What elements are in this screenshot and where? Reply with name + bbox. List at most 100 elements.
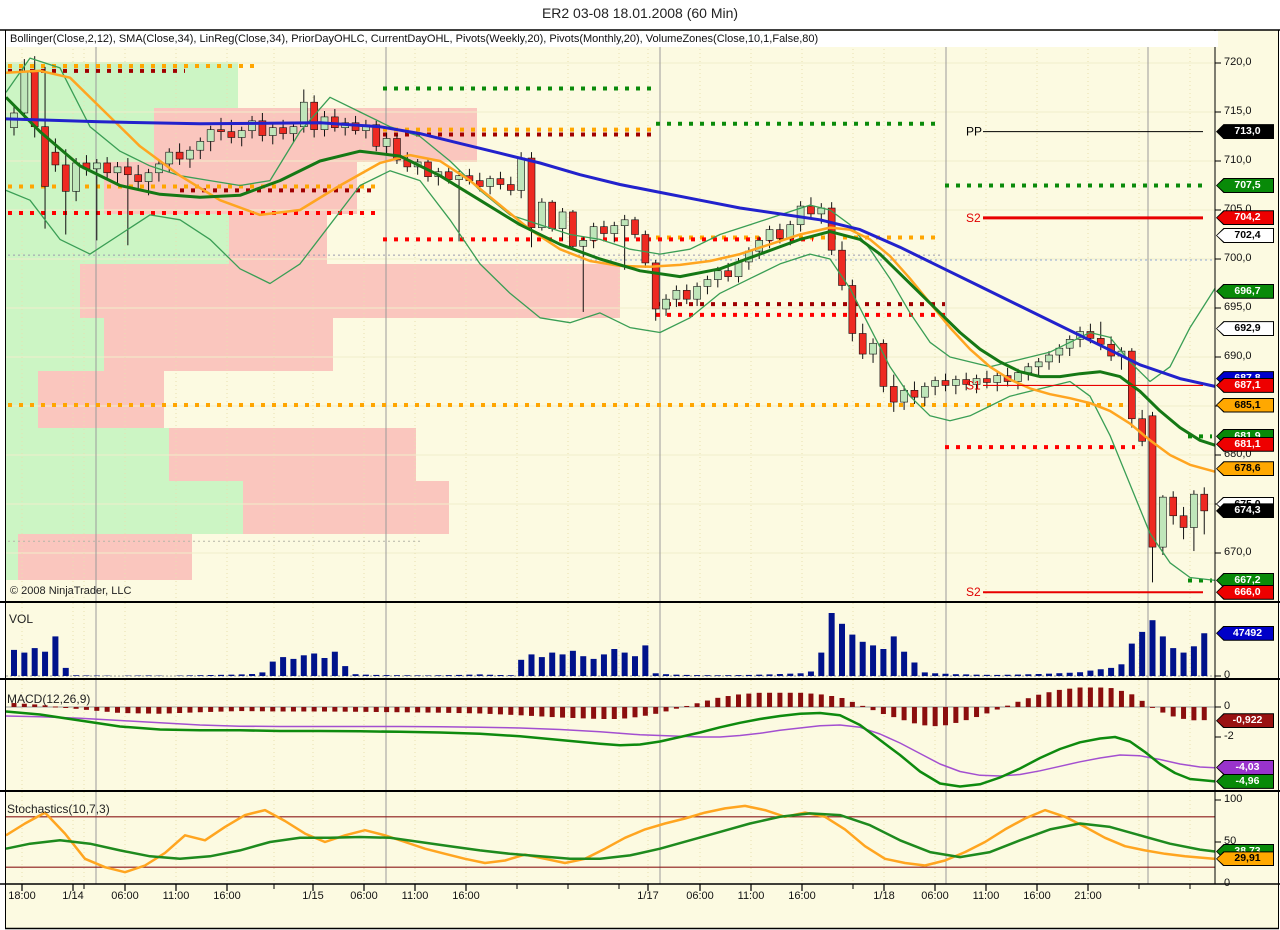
macd-histogram-bar [673, 707, 679, 709]
volume-bar [1108, 667, 1115, 676]
candle [279, 127, 287, 134]
volume-bar [528, 654, 535, 676]
volume-bar [1097, 669, 1104, 676]
volume-bar [414, 675, 421, 676]
volume-bar [704, 675, 711, 676]
time-axis-label: 16:00 [452, 890, 480, 902]
volume-bar [580, 656, 587, 676]
volume-bar [238, 674, 245, 676]
candle [589, 226, 598, 241]
macd-histogram-bar [228, 707, 234, 712]
volume-zone-bar [6, 534, 18, 580]
volume-bar [249, 674, 256, 676]
volume-bar [186, 675, 193, 676]
macd-histogram-bar [715, 697, 721, 707]
candle [1169, 496, 1177, 517]
candle [227, 131, 236, 138]
macd-histogram-bar [239, 707, 245, 712]
volume-bar [1025, 674, 1032, 676]
macd-histogram-bar [860, 705, 866, 707]
macd-histogram-bar [487, 707, 493, 714]
volume-bar [652, 673, 659, 676]
volume-bar [1170, 648, 1177, 676]
volume-bar [797, 673, 804, 676]
candle [620, 219, 629, 226]
candle [548, 201, 557, 229]
volume-bar [11, 649, 17, 676]
volume-bar [1118, 664, 1125, 676]
volume-bar [300, 655, 307, 676]
candle [1138, 418, 1146, 442]
candle [93, 162, 101, 170]
macd-line [5, 710, 1216, 788]
time-axis-label: 11:00 [737, 890, 765, 902]
stochastic-k-line [5, 804, 1216, 874]
price-badge-707,5: 707,5 [1216, 178, 1274, 193]
macd-histogram-bar [777, 692, 783, 707]
pivot-label-PP: PP [966, 125, 982, 139]
volume-bar [393, 675, 400, 676]
macd-histogram-bar [166, 707, 172, 714]
macd-histogram-bar [94, 707, 100, 711]
macd-histogram-bar [290, 707, 296, 712]
volume-bar [663, 674, 670, 676]
volume-bar [890, 636, 897, 676]
macd-histogram-bar [539, 707, 545, 717]
macd-histogram-bar [42, 705, 48, 707]
macd-histogram-bar [404, 707, 410, 713]
macd-histogram-bar [1170, 707, 1176, 717]
stochastic-d-line [5, 812, 1216, 861]
macd-panel [5, 687, 1216, 788]
candle [662, 298, 670, 310]
volume-bar [435, 675, 442, 676]
candle [983, 378, 991, 383]
macd-histogram-bar [456, 707, 462, 714]
volume-bar [1201, 633, 1208, 676]
macd-histogram-bar [156, 707, 162, 714]
volume-bar [52, 636, 59, 676]
price-badge--0,922: -0,922 [1216, 713, 1274, 729]
volume-bar [466, 674, 473, 676]
price-badge--4,96: -4,96 [1216, 773, 1274, 789]
macd-histogram-bar [270, 707, 276, 712]
macd-histogram-bar [549, 707, 555, 718]
macd-histogram-bar [373, 707, 379, 712]
volume-bar [983, 674, 990, 676]
candle [600, 226, 608, 234]
pivot-label-S1: S1 [966, 378, 981, 392]
macd-histogram-bar [73, 707, 79, 709]
macd-histogram-bar [63, 707, 69, 708]
candle [848, 285, 857, 334]
volume-bar [994, 674, 1001, 676]
macd-histogram-bar [1108, 688, 1114, 707]
price-badge-702,4: 702,4 [1216, 228, 1274, 243]
volume-zone-bar [229, 214, 327, 264]
copyright-text: © 2008 NinjaTrader, LLC [10, 585, 132, 597]
volume-zone-bar [38, 371, 164, 428]
axis-tick-label: 695,0 [1224, 301, 1252, 313]
candle [672, 290, 681, 300]
macd-histogram-bar [704, 700, 710, 707]
candle [41, 126, 49, 187]
macd-histogram-bar [363, 707, 369, 712]
time-axis-label: 1/14 [62, 890, 84, 902]
volume-bar [776, 674, 783, 676]
time-axis-label: 1/15 [302, 890, 324, 902]
volume-bar [383, 675, 390, 676]
volume-bar [1190, 646, 1197, 676]
macd-histogram-bar [32, 704, 38, 707]
volume-bar [921, 672, 928, 676]
bollinger-mid-line [5, 69, 1216, 473]
time-axis-label: 16:00 [213, 890, 241, 902]
candle [258, 120, 267, 136]
candle [889, 386, 898, 403]
volume-bar [311, 653, 318, 676]
axis-tick-label: 100 [1224, 793, 1243, 805]
price-badge-704,2: 704,2 [1216, 210, 1274, 226]
macd-histogram-bar [1036, 694, 1042, 707]
indicator-settings-line: Bollinger(Close,2,12), SMA(Close,34), Li… [6, 31, 1218, 47]
macd-histogram-bar [301, 707, 307, 712]
volume-bar [839, 623, 845, 676]
volume-zone-bar [6, 318, 104, 371]
